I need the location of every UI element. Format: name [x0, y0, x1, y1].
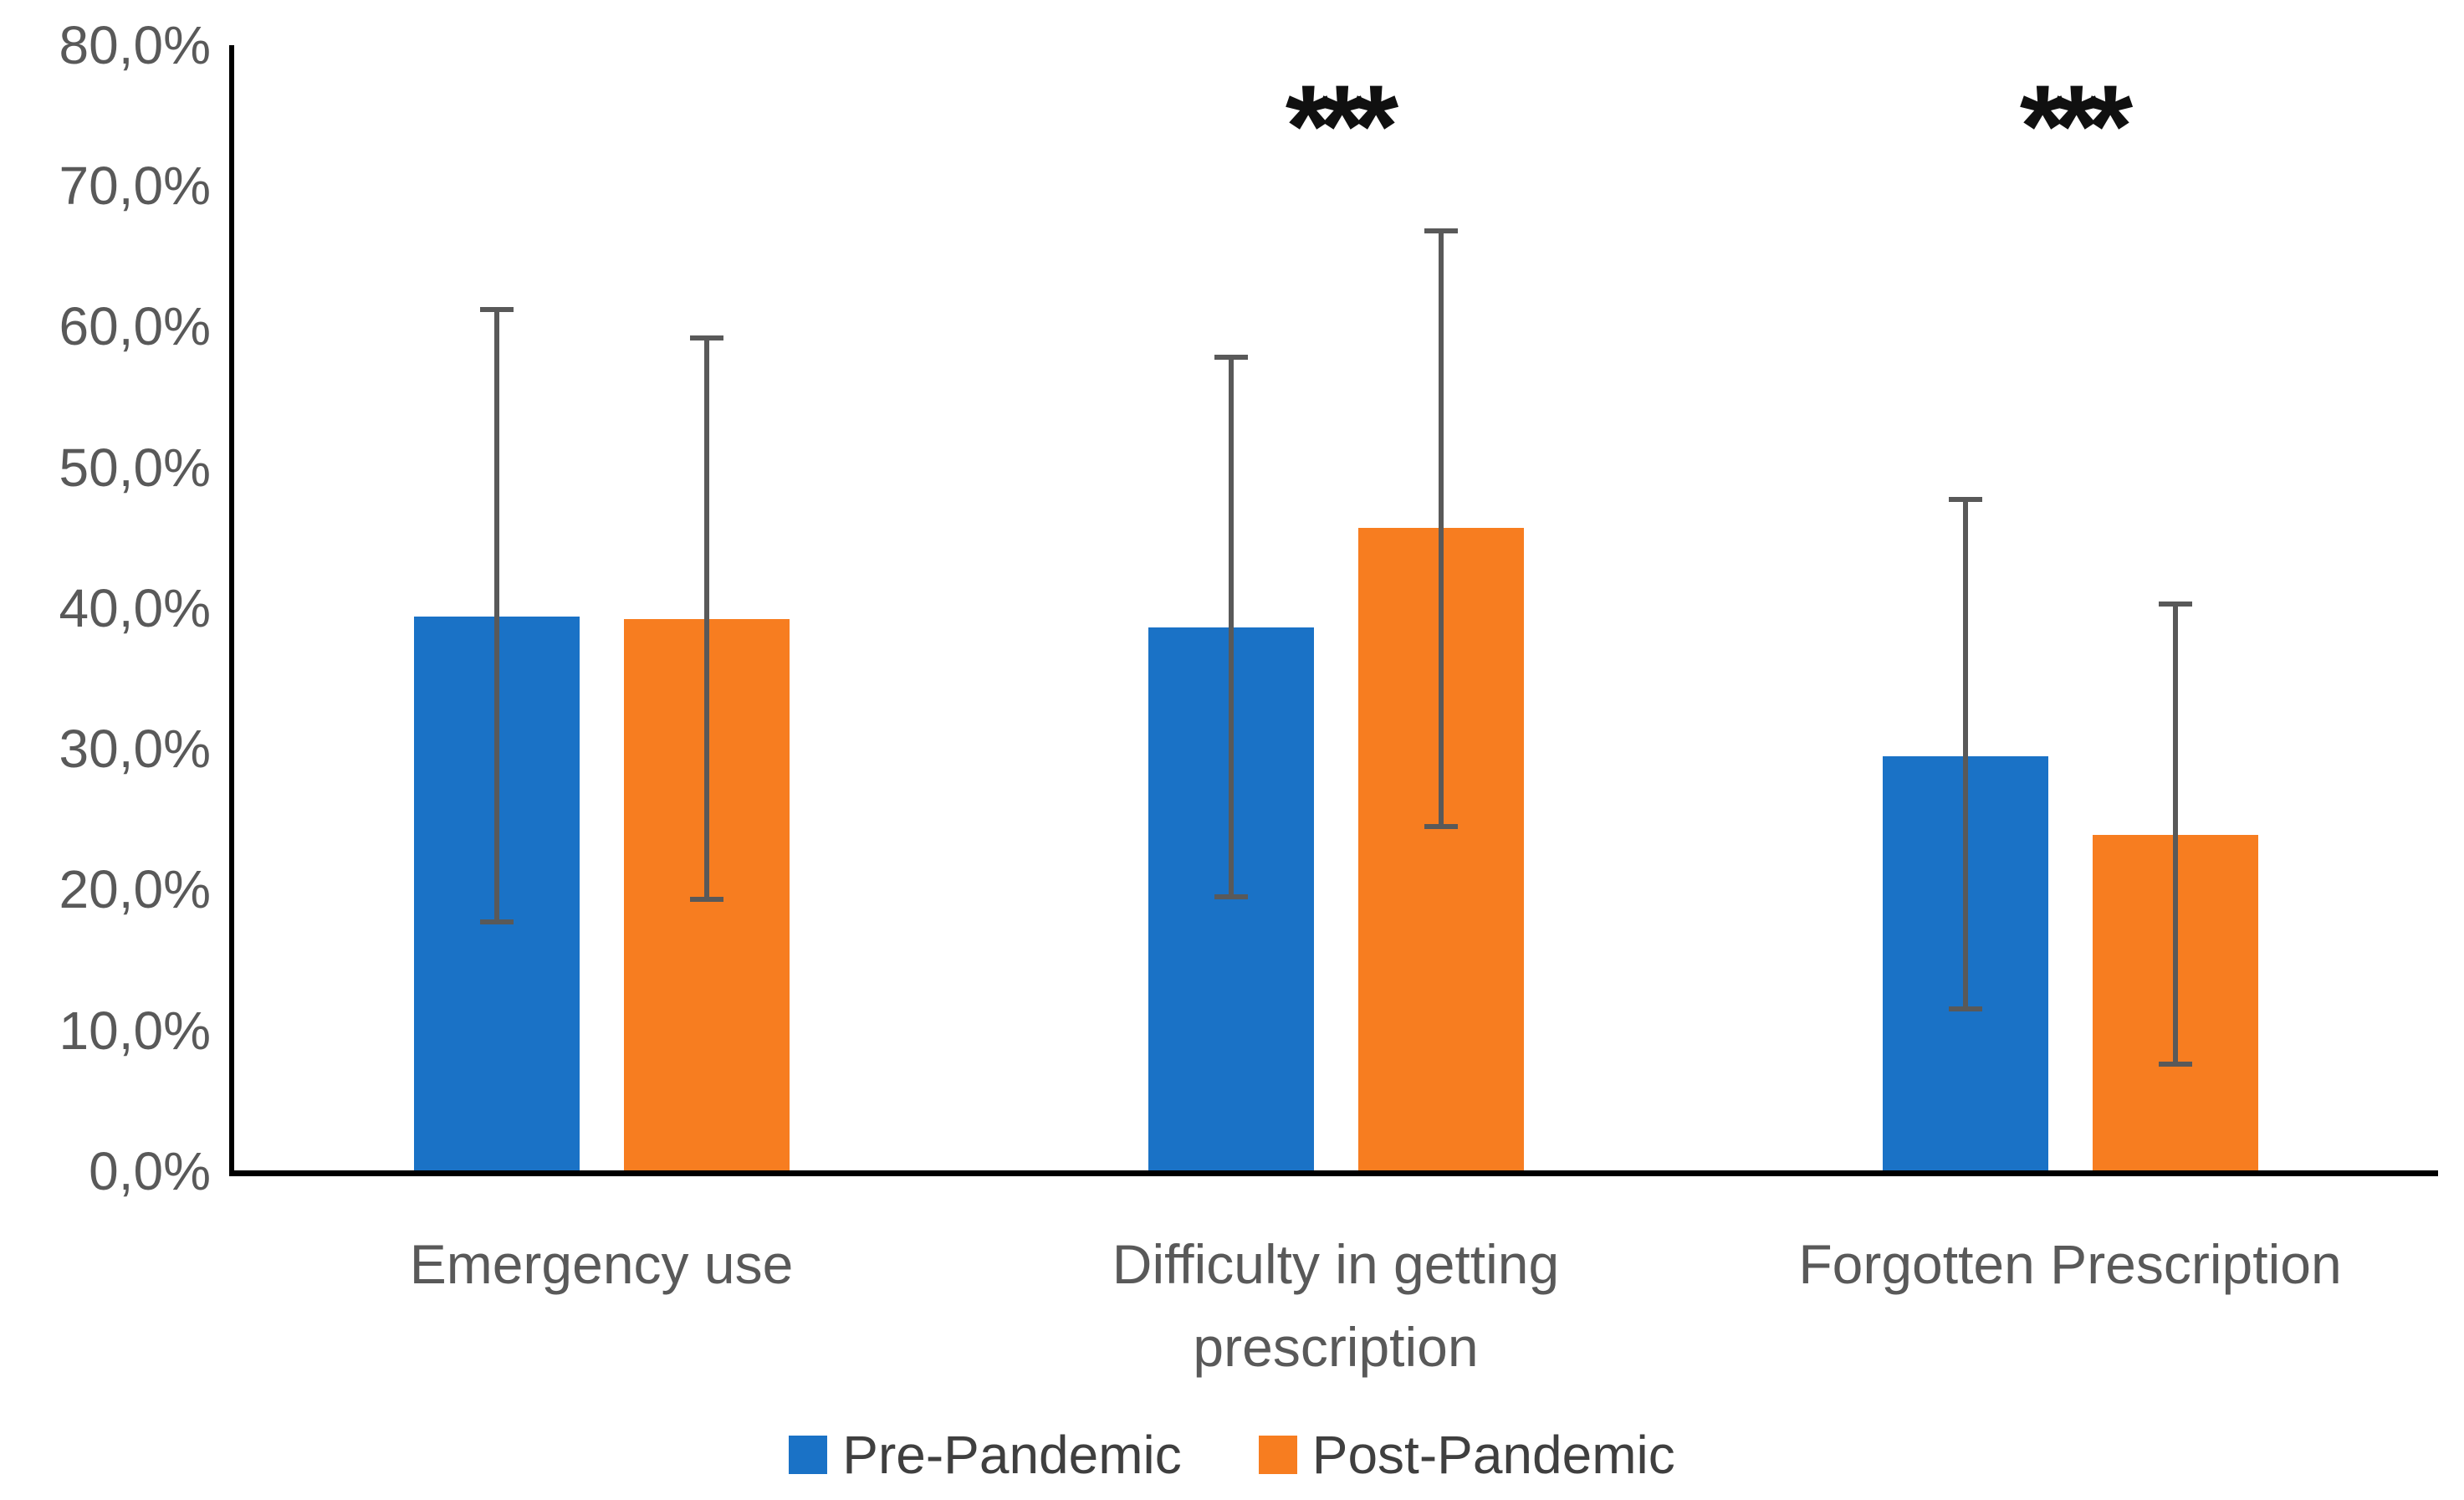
post-pandemic-swatch-icon	[1258, 1436, 1297, 1474]
error-bar-bottom-cap	[480, 919, 514, 925]
error-bar-top-cap	[1214, 355, 1248, 361]
error-bar-top-cap	[1424, 228, 1458, 233]
significance-marker: ***	[2019, 60, 2133, 192]
category-label-difficulty-prescription: Difficulty in getting prescription	[1112, 1233, 1560, 1378]
error-bar-line	[1439, 230, 1444, 827]
y-axis-tick-label: 10,0%	[59, 1000, 211, 1061]
error-bar-top-cap	[690, 335, 723, 340]
error-bar-top-cap	[2159, 601, 2192, 607]
significance-marker: ***	[1285, 60, 1398, 192]
legend: Pre-Pandemic Post-Pandemic	[0, 1424, 2464, 1486]
y-axis-tick-label: 80,0%	[59, 14, 211, 75]
error-bar-top-cap	[480, 307, 514, 312]
error-bar-line	[704, 337, 709, 900]
category-label-forgotten-prescription: Forgotten Prescription	[1798, 1233, 2342, 1295]
y-axis-tick-label: 20,0%	[59, 859, 211, 920]
error-bar-line	[1229, 357, 1234, 897]
error-bar-bottom-cap	[1424, 823, 1458, 829]
error-bar-bottom-cap	[690, 897, 723, 903]
y-axis-tick-label: 60,0%	[59, 296, 211, 357]
y-axis-tick-label: 30,0%	[59, 719, 211, 780]
legend-item-pre-pandemic: Pre-Pandemic	[789, 1424, 1182, 1486]
error-bar-line	[494, 310, 499, 923]
legend-item-post-pandemic: Post-Pandemic	[1258, 1424, 1675, 1486]
y-axis-tick-label: 40,0%	[59, 577, 211, 638]
y-axis-line	[229, 45, 234, 1176]
error-bar-top-cap	[1949, 497, 1982, 503]
error-bar-bottom-cap	[2159, 1062, 2192, 1067]
error-bar-line	[1963, 499, 1968, 1010]
x-axis-line	[229, 1170, 2438, 1176]
category-label-emergency-use: Emergency use	[409, 1233, 794, 1295]
legend-label-pre-pandemic: Pre-Pandemic	[842, 1425, 1182, 1485]
y-axis-tick-label: 50,0%	[59, 437, 211, 498]
error-bar-bottom-cap	[1949, 1006, 1982, 1012]
legend-label-post-pandemic: Post-Pandemic	[1311, 1425, 1675, 1485]
error-bar-bottom-cap	[1214, 893, 1248, 899]
y-axis-tick-label: 70,0%	[59, 155, 211, 216]
pre-pandemic-swatch-icon	[789, 1436, 828, 1474]
error-bar-line	[2173, 603, 2178, 1065]
y-axis-tick-label: 0,0%	[89, 1141, 211, 1201]
